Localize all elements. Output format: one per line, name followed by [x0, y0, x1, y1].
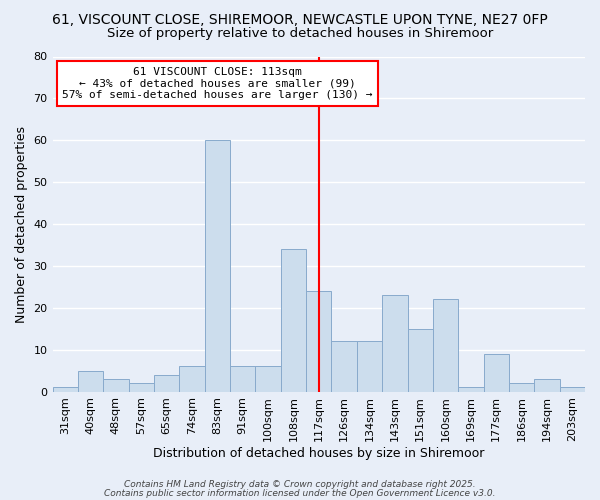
Bar — [205, 140, 230, 392]
Text: Contains HM Land Registry data © Crown copyright and database right 2025.: Contains HM Land Registry data © Crown c… — [124, 480, 476, 489]
Bar — [78, 370, 103, 392]
Bar — [433, 300, 458, 392]
Bar — [306, 291, 331, 392]
Bar — [230, 366, 256, 392]
Bar — [331, 342, 357, 392]
Y-axis label: Number of detached properties: Number of detached properties — [15, 126, 28, 322]
Text: 61 VISCOUNT CLOSE: 113sqm
← 43% of detached houses are smaller (99)
57% of semi-: 61 VISCOUNT CLOSE: 113sqm ← 43% of detac… — [62, 67, 373, 100]
Bar — [357, 342, 382, 392]
Bar — [281, 249, 306, 392]
Bar — [103, 379, 128, 392]
Bar — [458, 388, 484, 392]
Bar — [484, 354, 509, 392]
Text: Size of property relative to detached houses in Shiremoor: Size of property relative to detached ho… — [107, 28, 493, 40]
Bar — [560, 388, 585, 392]
Bar — [382, 295, 407, 392]
Bar — [128, 383, 154, 392]
Text: Contains public sector information licensed under the Open Government Licence v3: Contains public sector information licen… — [104, 490, 496, 498]
Bar — [407, 329, 433, 392]
Bar — [534, 379, 560, 392]
Bar — [509, 383, 534, 392]
X-axis label: Distribution of detached houses by size in Shiremoor: Distribution of detached houses by size … — [153, 447, 484, 460]
Bar — [154, 375, 179, 392]
Bar — [256, 366, 281, 392]
Text: 61, VISCOUNT CLOSE, SHIREMOOR, NEWCASTLE UPON TYNE, NE27 0FP: 61, VISCOUNT CLOSE, SHIREMOOR, NEWCASTLE… — [52, 12, 548, 26]
Bar — [53, 388, 78, 392]
Bar — [179, 366, 205, 392]
